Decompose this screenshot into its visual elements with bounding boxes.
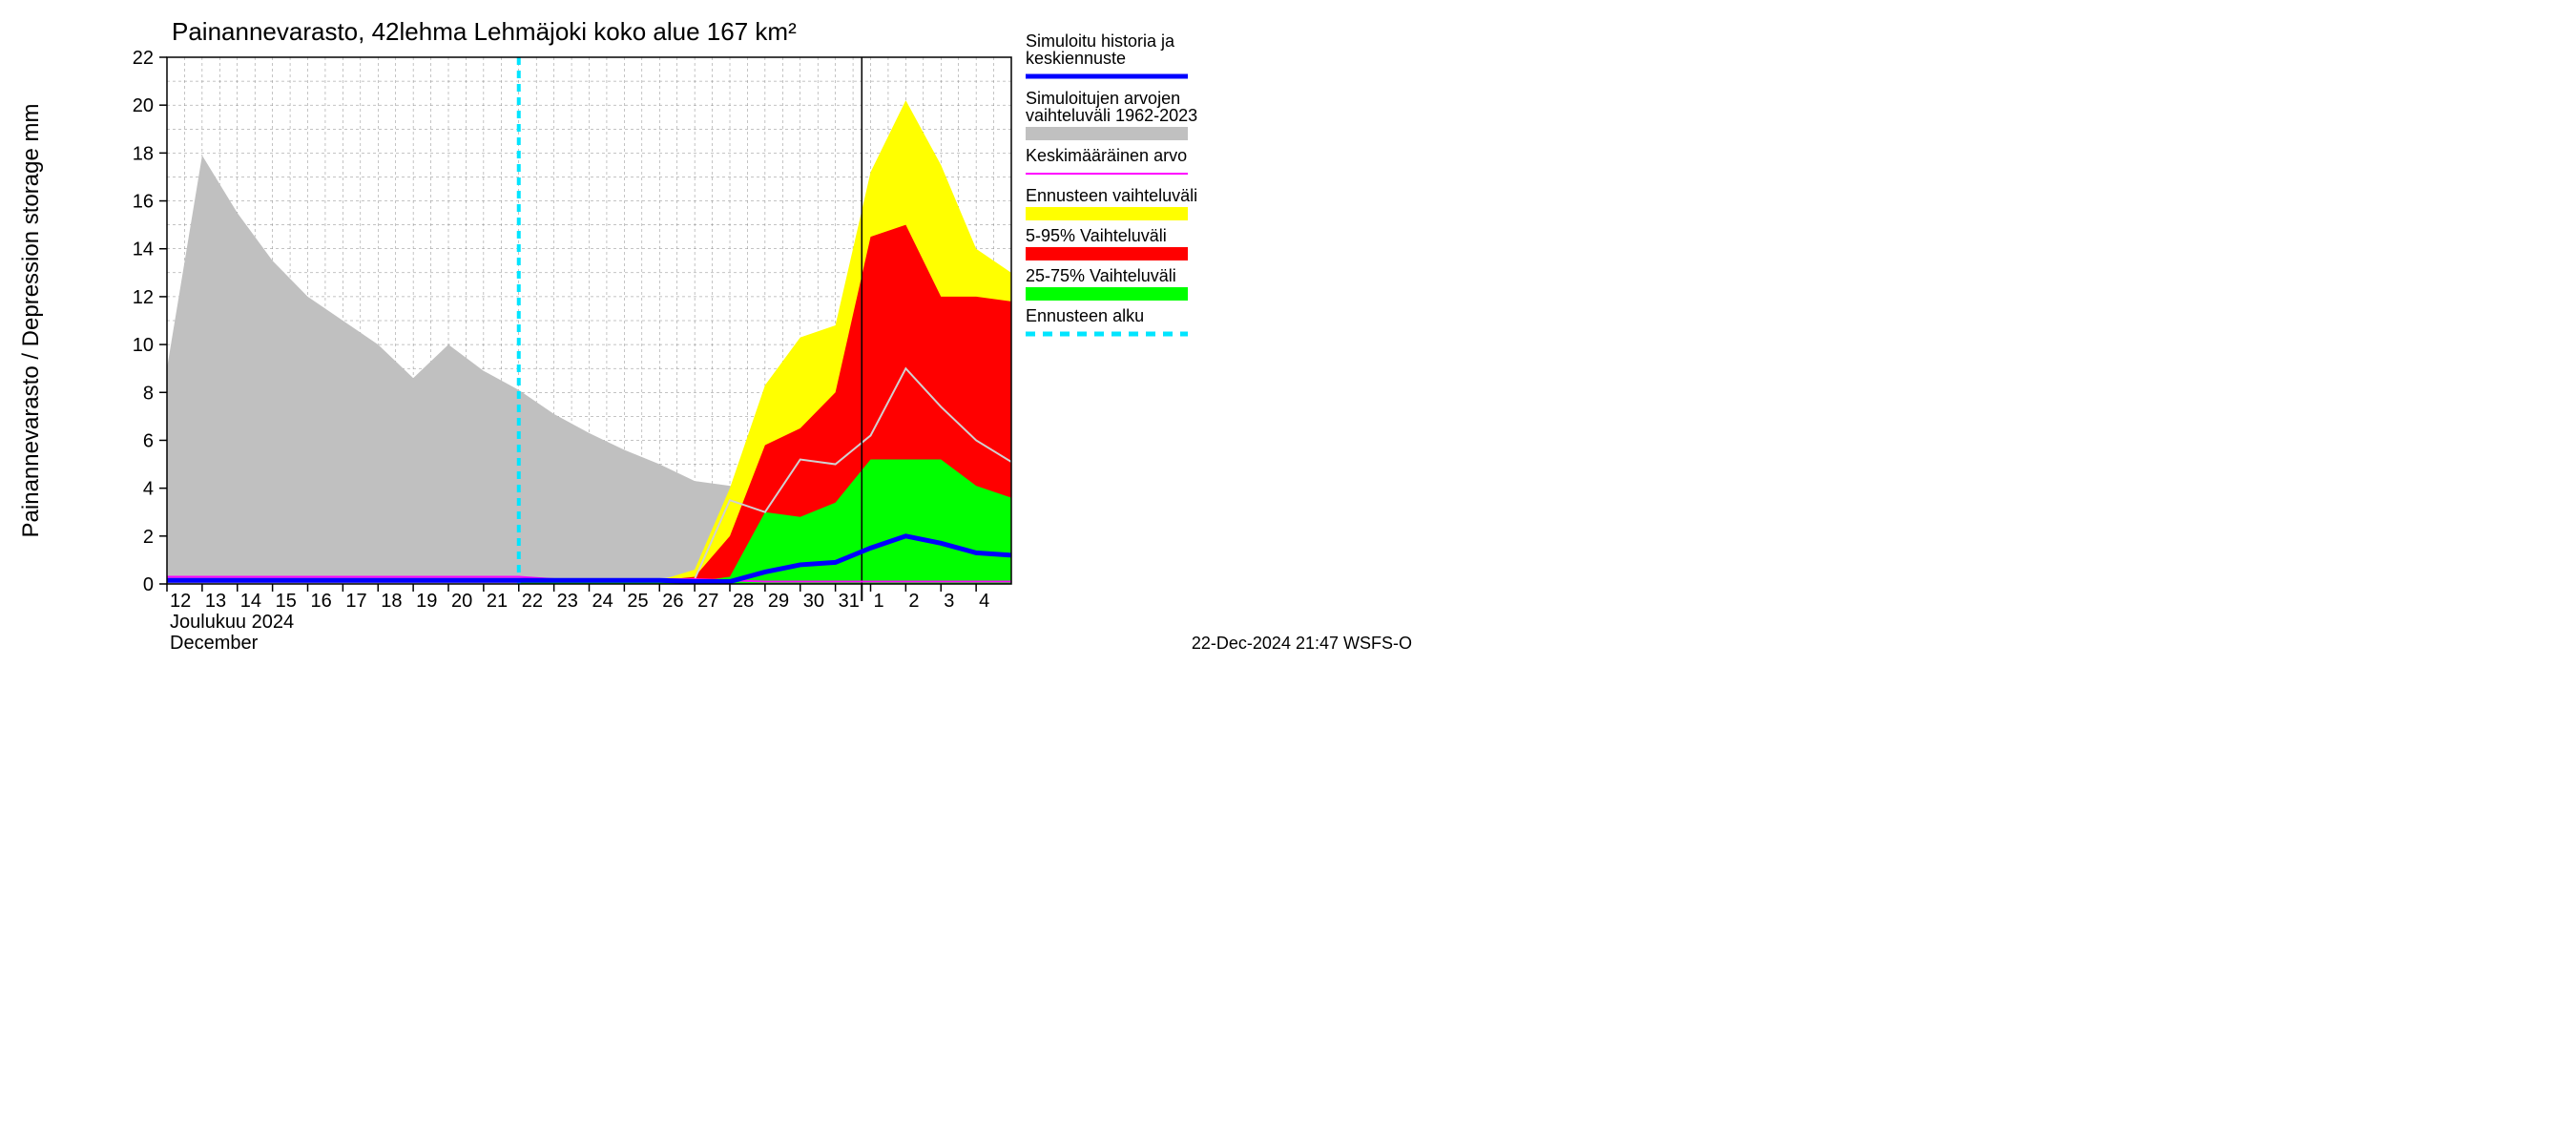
xtick-label: 16: [311, 591, 332, 612]
legend-label: Simuloitu historia ja: [1026, 31, 1175, 51]
xtick-label: 21: [487, 591, 508, 612]
xtick-label: 25: [627, 591, 648, 612]
xtick-label: 30: [803, 591, 824, 612]
xtick-label: 22: [522, 591, 543, 612]
xtick-label: 13: [205, 591, 226, 612]
xtick-label: 3: [944, 591, 954, 612]
legend-label: 25-75% Vaihteluväli: [1026, 266, 1176, 285]
y-axis-label: Painannevarasto / Depression storage mm: [18, 104, 44, 538]
xtick-label: 28: [733, 591, 754, 612]
ytick-label: 12: [133, 287, 154, 308]
legend-swatch: [1026, 207, 1188, 220]
ytick-label: 16: [133, 192, 154, 213]
footer-timestamp: 22-Dec-2024 21:47 WSFS-O: [1192, 634, 1412, 653]
xtick-label: 19: [416, 591, 437, 612]
legend-label: 5-95% Vaihteluväli: [1026, 226, 1167, 245]
ytick-label: 0: [143, 574, 154, 595]
ytick-label: 20: [133, 95, 154, 116]
xtick-label: 23: [557, 591, 578, 612]
legend-swatch: [1026, 247, 1188, 260]
x-month-en: December: [170, 633, 259, 654]
xtick-label: 20: [451, 591, 472, 612]
ytick-label: 14: [133, 239, 154, 260]
xtick-label: 4: [979, 591, 989, 612]
legend-swatch: [1026, 127, 1188, 140]
legend-label: keskiennuste: [1026, 49, 1126, 68]
legend-label: Ennusteen alku: [1026, 306, 1144, 325]
xtick-label: 2: [908, 591, 919, 612]
xtick-label: 31: [839, 591, 860, 612]
x-month-fi: Joulukuu 2024: [170, 612, 294, 633]
xtick-label: 27: [697, 591, 718, 612]
legend-label: vaihteluväli 1962-2023: [1026, 106, 1197, 125]
legend-swatch: [1026, 287, 1188, 301]
chart-title: Painannevarasto, 42lehma Lehmäjoki koko …: [172, 17, 797, 46]
xtick-label: 12: [170, 591, 191, 612]
ytick-label: 8: [143, 383, 154, 404]
legend-label: Keskimääräinen arvo: [1026, 146, 1187, 165]
ytick-label: 4: [143, 479, 154, 500]
chart-svg: 0246810121416182022121314151617181920212…: [0, 0, 1431, 668]
legend-label: Simuloitujen arvojen: [1026, 89, 1180, 108]
xtick-label: 29: [768, 591, 789, 612]
xtick-label: 15: [276, 591, 297, 612]
legend-label: Ennusteen vaihteluväli: [1026, 186, 1197, 205]
xtick-label: 14: [240, 591, 261, 612]
ytick-label: 18: [133, 143, 154, 164]
xtick-label: 1: [874, 591, 884, 612]
ytick-label: 22: [133, 48, 154, 69]
xtick-label: 24: [592, 591, 613, 612]
xtick-label: 18: [381, 591, 402, 612]
depression-storage-chart: 0246810121416182022121314151617181920212…: [0, 0, 1431, 668]
ytick-label: 2: [143, 527, 154, 548]
ytick-label: 6: [143, 430, 154, 451]
xtick-label: 26: [662, 591, 683, 612]
ytick-label: 10: [133, 335, 154, 356]
xtick-label: 17: [345, 591, 366, 612]
